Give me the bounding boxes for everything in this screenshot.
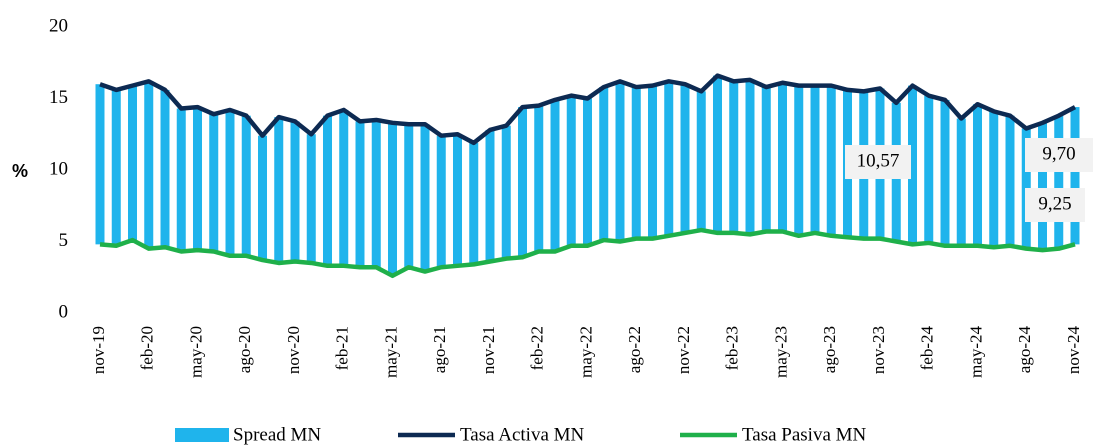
bar: [95, 84, 105, 245]
line: [99, 227, 1076, 279]
bar: [1070, 107, 1080, 245]
bar: [209, 114, 219, 252]
bar: [518, 107, 527, 258]
bar: [989, 111, 999, 248]
bar: [826, 85, 836, 236]
bar: [241, 115, 251, 256]
bar: [664, 81, 674, 236]
bar: [258, 135, 267, 261]
annotation-box: [1025, 138, 1093, 172]
bar: [648, 85, 657, 239]
line: [99, 73, 1077, 146]
x-tick-label: nov-21: [479, 326, 498, 374]
bar: [761, 87, 771, 232]
legend-label: Spread MN: [233, 424, 321, 445]
x-tick-label: nov-20: [284, 326, 303, 374]
bar: [1005, 115, 1015, 246]
bar: [306, 134, 316, 263]
legend-swatch: [175, 428, 229, 442]
bar: [631, 87, 641, 239]
bar: [388, 122, 397, 276]
x-tick-label: nov-19: [89, 326, 108, 374]
bar: [713, 75, 722, 233]
bar: [420, 124, 430, 272]
bar: [404, 124, 414, 268]
annotation-box: [845, 145, 911, 179]
bar: [225, 109, 235, 256]
bar: [144, 81, 154, 249]
x-tick-label: feb-21: [333, 326, 352, 370]
x-tick-label: feb-23: [723, 326, 742, 370]
x-tick-label: nov-22: [674, 326, 693, 374]
bar: [908, 85, 917, 245]
bar: [111, 89, 121, 246]
bar: [469, 142, 479, 265]
bar: [566, 95, 576, 246]
bar: [290, 121, 300, 262]
y-tick-label: 0: [59, 301, 69, 322]
bar: [534, 105, 544, 252]
annotation: 10,57: [857, 150, 900, 171]
bar: [940, 99, 950, 246]
x-tick-label: ago-21: [430, 326, 449, 373]
y-axis-label: %: [12, 161, 28, 181]
x-tick-label: nov-23: [869, 326, 888, 374]
bar: [599, 87, 609, 241]
bar: [583, 98, 592, 246]
legend-label: Tasa Pasiva MN: [742, 424, 867, 445]
bar: [924, 95, 934, 243]
x-tick-label: ago-24: [1015, 326, 1034, 374]
y-tick-label: 15: [49, 87, 68, 108]
annotation-box: [1025, 188, 1085, 222]
bar: [436, 135, 446, 268]
bar: [193, 107, 202, 251]
x-tick-label: ago-23: [820, 326, 839, 373]
bar: [274, 117, 284, 263]
bar: [176, 108, 186, 252]
bar: [128, 85, 137, 241]
x-tick-label: ago-20: [235, 326, 254, 373]
bar: [1038, 122, 1047, 251]
x-tick-label: feb-20: [138, 326, 157, 370]
y-tick-label: 5: [59, 230, 69, 251]
y-tick-label: 10: [49, 158, 68, 179]
bar: [1054, 115, 1064, 249]
bar: [729, 81, 739, 233]
bar: [453, 134, 462, 266]
x-tick-label: may-22: [576, 326, 595, 378]
bar: [355, 121, 365, 268]
x-tick-label: ago-22: [625, 326, 644, 373]
bar: [485, 129, 495, 262]
x-tick-label: feb-22: [528, 326, 547, 370]
x-tick-label: may-20: [186, 326, 205, 378]
bar: [160, 89, 170, 248]
annotation: 9,25: [1038, 193, 1071, 214]
bar: [745, 79, 755, 235]
bar: [550, 99, 560, 252]
x-tick-label: nov-24: [1064, 326, 1083, 375]
bar: [501, 125, 511, 259]
bar: [696, 91, 706, 231]
x-tick-label: feb-24: [918, 326, 937, 371]
legend-label: Tasa Activa MN: [460, 424, 585, 445]
y-tick-label: 20: [49, 15, 68, 36]
bar: [956, 118, 966, 246]
x-tick-label: may-21: [381, 326, 400, 378]
bar: [323, 115, 332, 266]
bar: [778, 82, 787, 232]
bar: [794, 85, 804, 236]
bar: [973, 104, 982, 246]
bar: [680, 84, 690, 233]
bar: [810, 85, 820, 233]
x-tick-label: may-23: [771, 326, 790, 378]
bar: [371, 119, 381, 268]
bar: [615, 81, 625, 242]
annotation: 9,70: [1042, 143, 1075, 164]
x-tick-label: may-24: [966, 326, 985, 378]
bar: [339, 109, 349, 266]
